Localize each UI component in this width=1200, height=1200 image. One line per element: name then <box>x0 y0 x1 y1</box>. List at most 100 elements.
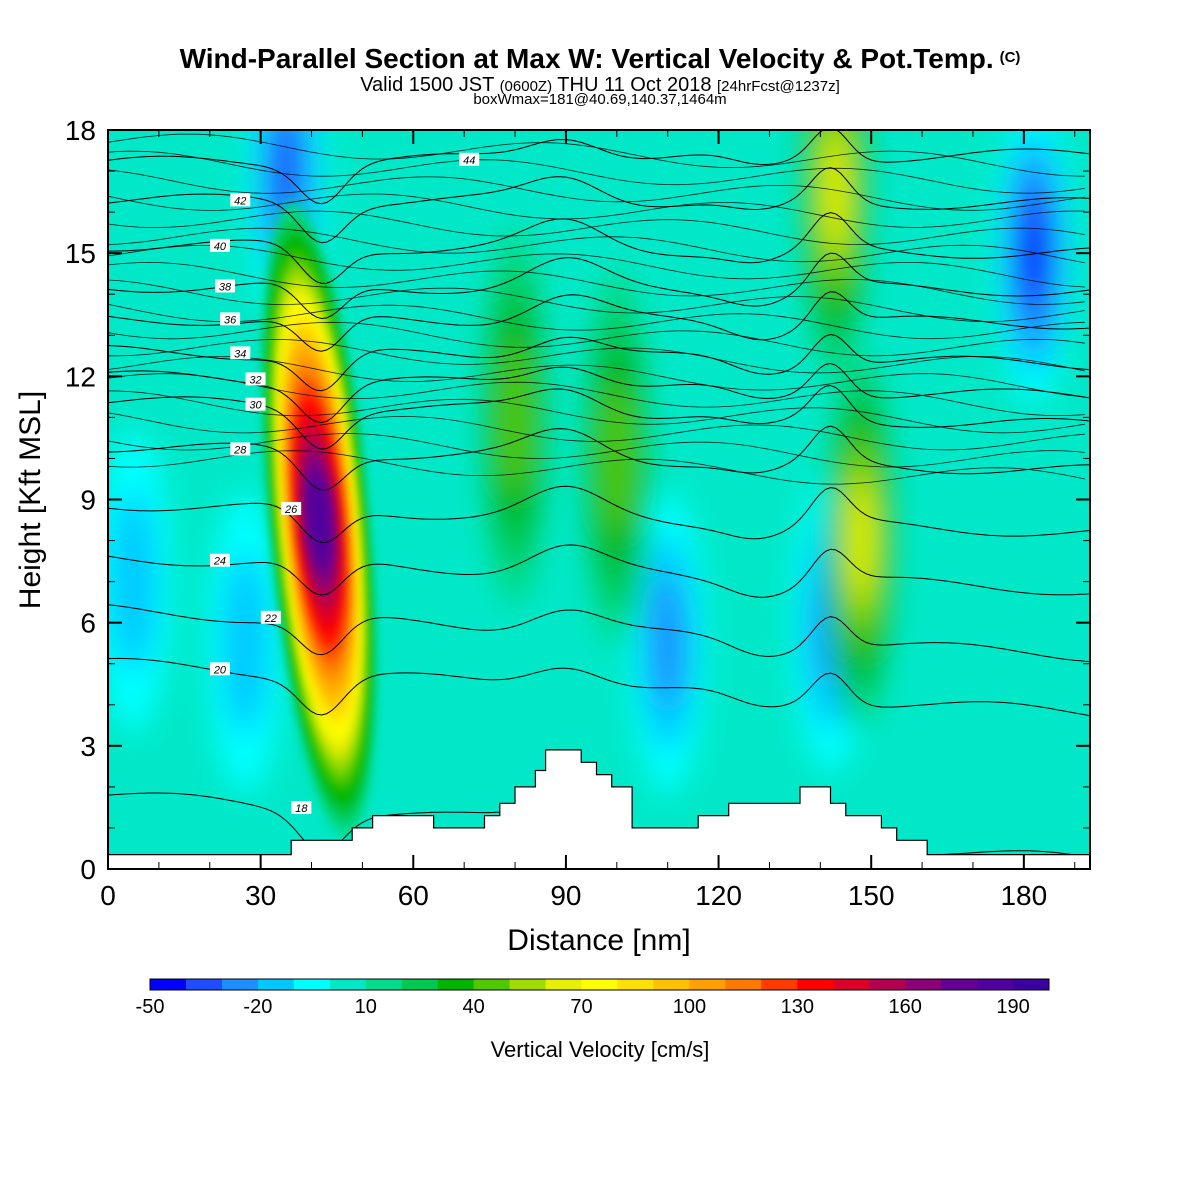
isentrope-label-bg <box>281 501 302 515</box>
y-tick-label: 18 <box>65 115 96 146</box>
y-tick-label: 12 <box>65 361 96 392</box>
valid-z: (0600Z) <box>499 78 553 95</box>
isentrope-line <box>108 252 1090 320</box>
title-text: Wind-Parallel Section at Max W: Vertical… <box>179 43 994 74</box>
colorbar-swatch <box>150 979 187 990</box>
x-tick-label: 60 <box>398 880 429 911</box>
isentrope-label-bg <box>209 662 230 676</box>
isentrope-label: 18 <box>295 803 308 815</box>
isentrope-label: 32 <box>249 374 261 386</box>
isentrope-label-bg <box>220 312 241 326</box>
isentrope-line-upper <box>108 193 1085 228</box>
isentrope-line-upper <box>108 412 1085 451</box>
isentrope-line-upper <box>108 261 1085 305</box>
isentrope-label: 36 <box>224 314 237 326</box>
isentrope-label-bg <box>459 152 480 166</box>
colorbar-swatch <box>545 979 583 990</box>
colorbar: -50 -20 10 40 70 100 130 160 190 <box>136 978 1050 1018</box>
terrain <box>107 749 1091 870</box>
y-tick-label: 3 <box>80 731 96 762</box>
isentrope-label-bg <box>245 372 266 386</box>
isentrope-label-bg <box>215 279 236 293</box>
colorbar-swatch <box>689 979 726 990</box>
colorbar-label: -50 <box>136 996 165 1018</box>
isentrope-line-upper <box>108 210 1085 246</box>
colorbar-swatch <box>941 979 978 990</box>
valid-prefix: Valid 1500 JST <box>360 74 494 96</box>
isentrope-label-bg <box>230 346 251 360</box>
x-tick-label: 30 <box>245 880 276 911</box>
updraft-blob <box>309 477 330 563</box>
isentrope-label-bg <box>209 238 230 252</box>
colorbar-swatch <box>617 979 654 990</box>
colorbar-swatch <box>257 979 295 990</box>
valid-date: THU 11 Oct 2018 <box>557 74 712 96</box>
x-tick-label: 0 <box>100 880 116 911</box>
isentrope-line <box>108 212 1090 284</box>
colorbar-swatch <box>653 979 690 990</box>
y-tick-label: 9 <box>80 485 96 516</box>
x-tick-label: 120 <box>695 880 742 911</box>
y-axis-title: Height [Kft MSL] <box>14 391 47 609</box>
isentrope-line-upper <box>108 390 1085 434</box>
isentrope-line <box>108 384 1090 450</box>
isentrope-line-upper <box>108 450 1085 485</box>
colorbar-swatch <box>509 979 547 990</box>
isentrope-label-bg <box>260 610 281 624</box>
colorbar-label: 130 <box>781 996 814 1018</box>
colorbar-title: Vertical Velocity [cm/s] <box>491 1037 710 1062</box>
colorbar-label: -20 <box>243 996 272 1018</box>
title-mark: (C) <box>999 49 1021 66</box>
isentrope-line-upper <box>108 227 1085 264</box>
isentrope-label-bg <box>291 801 312 815</box>
downdraft-blob <box>1023 212 1045 295</box>
x-axis-title: Distance [nm] <box>507 924 690 957</box>
downdraft-blob <box>222 553 269 734</box>
isentrope-line <box>108 425 1090 491</box>
colorbar-swatch <box>1013 979 1050 990</box>
isentrope-label-bg <box>230 193 251 207</box>
isentrope-label-bg <box>230 442 251 456</box>
box-info: boxWmax=181@40.69,140.37,1464m <box>473 91 727 108</box>
isentrope-label: 28 <box>233 444 247 456</box>
isentrope-line <box>108 333 1090 392</box>
colorbar-swatch <box>797 979 834 990</box>
downdraft-blob <box>273 130 299 222</box>
colorbar-label: 40 <box>463 996 485 1018</box>
isentrope-label: 40 <box>214 241 227 253</box>
isentrope-label: 24 <box>213 556 226 568</box>
downdraft-blob <box>651 578 684 708</box>
colorbar-swatch <box>329 979 367 990</box>
isentrope-label: 26 <box>284 504 298 516</box>
isentrope-line-upper <box>108 339 1085 374</box>
isentrope-line <box>108 604 1090 663</box>
isentrope-line <box>108 485 1090 544</box>
updraft-blob <box>499 343 531 492</box>
valid-fcst: [24hrFcst@1237z] <box>717 78 840 95</box>
isentrope-line <box>108 167 1090 244</box>
isentrope-label: 20 <box>213 664 227 676</box>
isentrope-line <box>108 362 1090 424</box>
colorbar-swatch <box>761 979 798 990</box>
colorbar-label: 190 <box>996 996 1029 1018</box>
isentrope-line-upper <box>108 321 1085 357</box>
colorbar-swatch <box>725 979 762 990</box>
y-tick-label: 0 <box>80 854 96 885</box>
velocity-field <box>108 130 1090 869</box>
colorbar-swatch <box>869 979 906 990</box>
colorbar-swatch <box>293 979 331 990</box>
isentrope-label: 44 <box>463 155 475 167</box>
terrain-profile <box>107 749 1091 870</box>
x-tick-label: 180 <box>1000 880 1047 911</box>
colorbar-swatch <box>905 979 942 990</box>
isentrope-line-upper <box>108 373 1085 416</box>
isentrope-line-upper <box>108 433 1085 468</box>
colorbar-label: 160 <box>888 996 921 1018</box>
y-tick-label: 15 <box>65 238 96 269</box>
downdraft-blob <box>110 491 157 672</box>
isentrope-label-bg <box>209 553 230 567</box>
colorbar-swatch <box>401 979 439 990</box>
colorbar-swatch <box>185 979 223 990</box>
